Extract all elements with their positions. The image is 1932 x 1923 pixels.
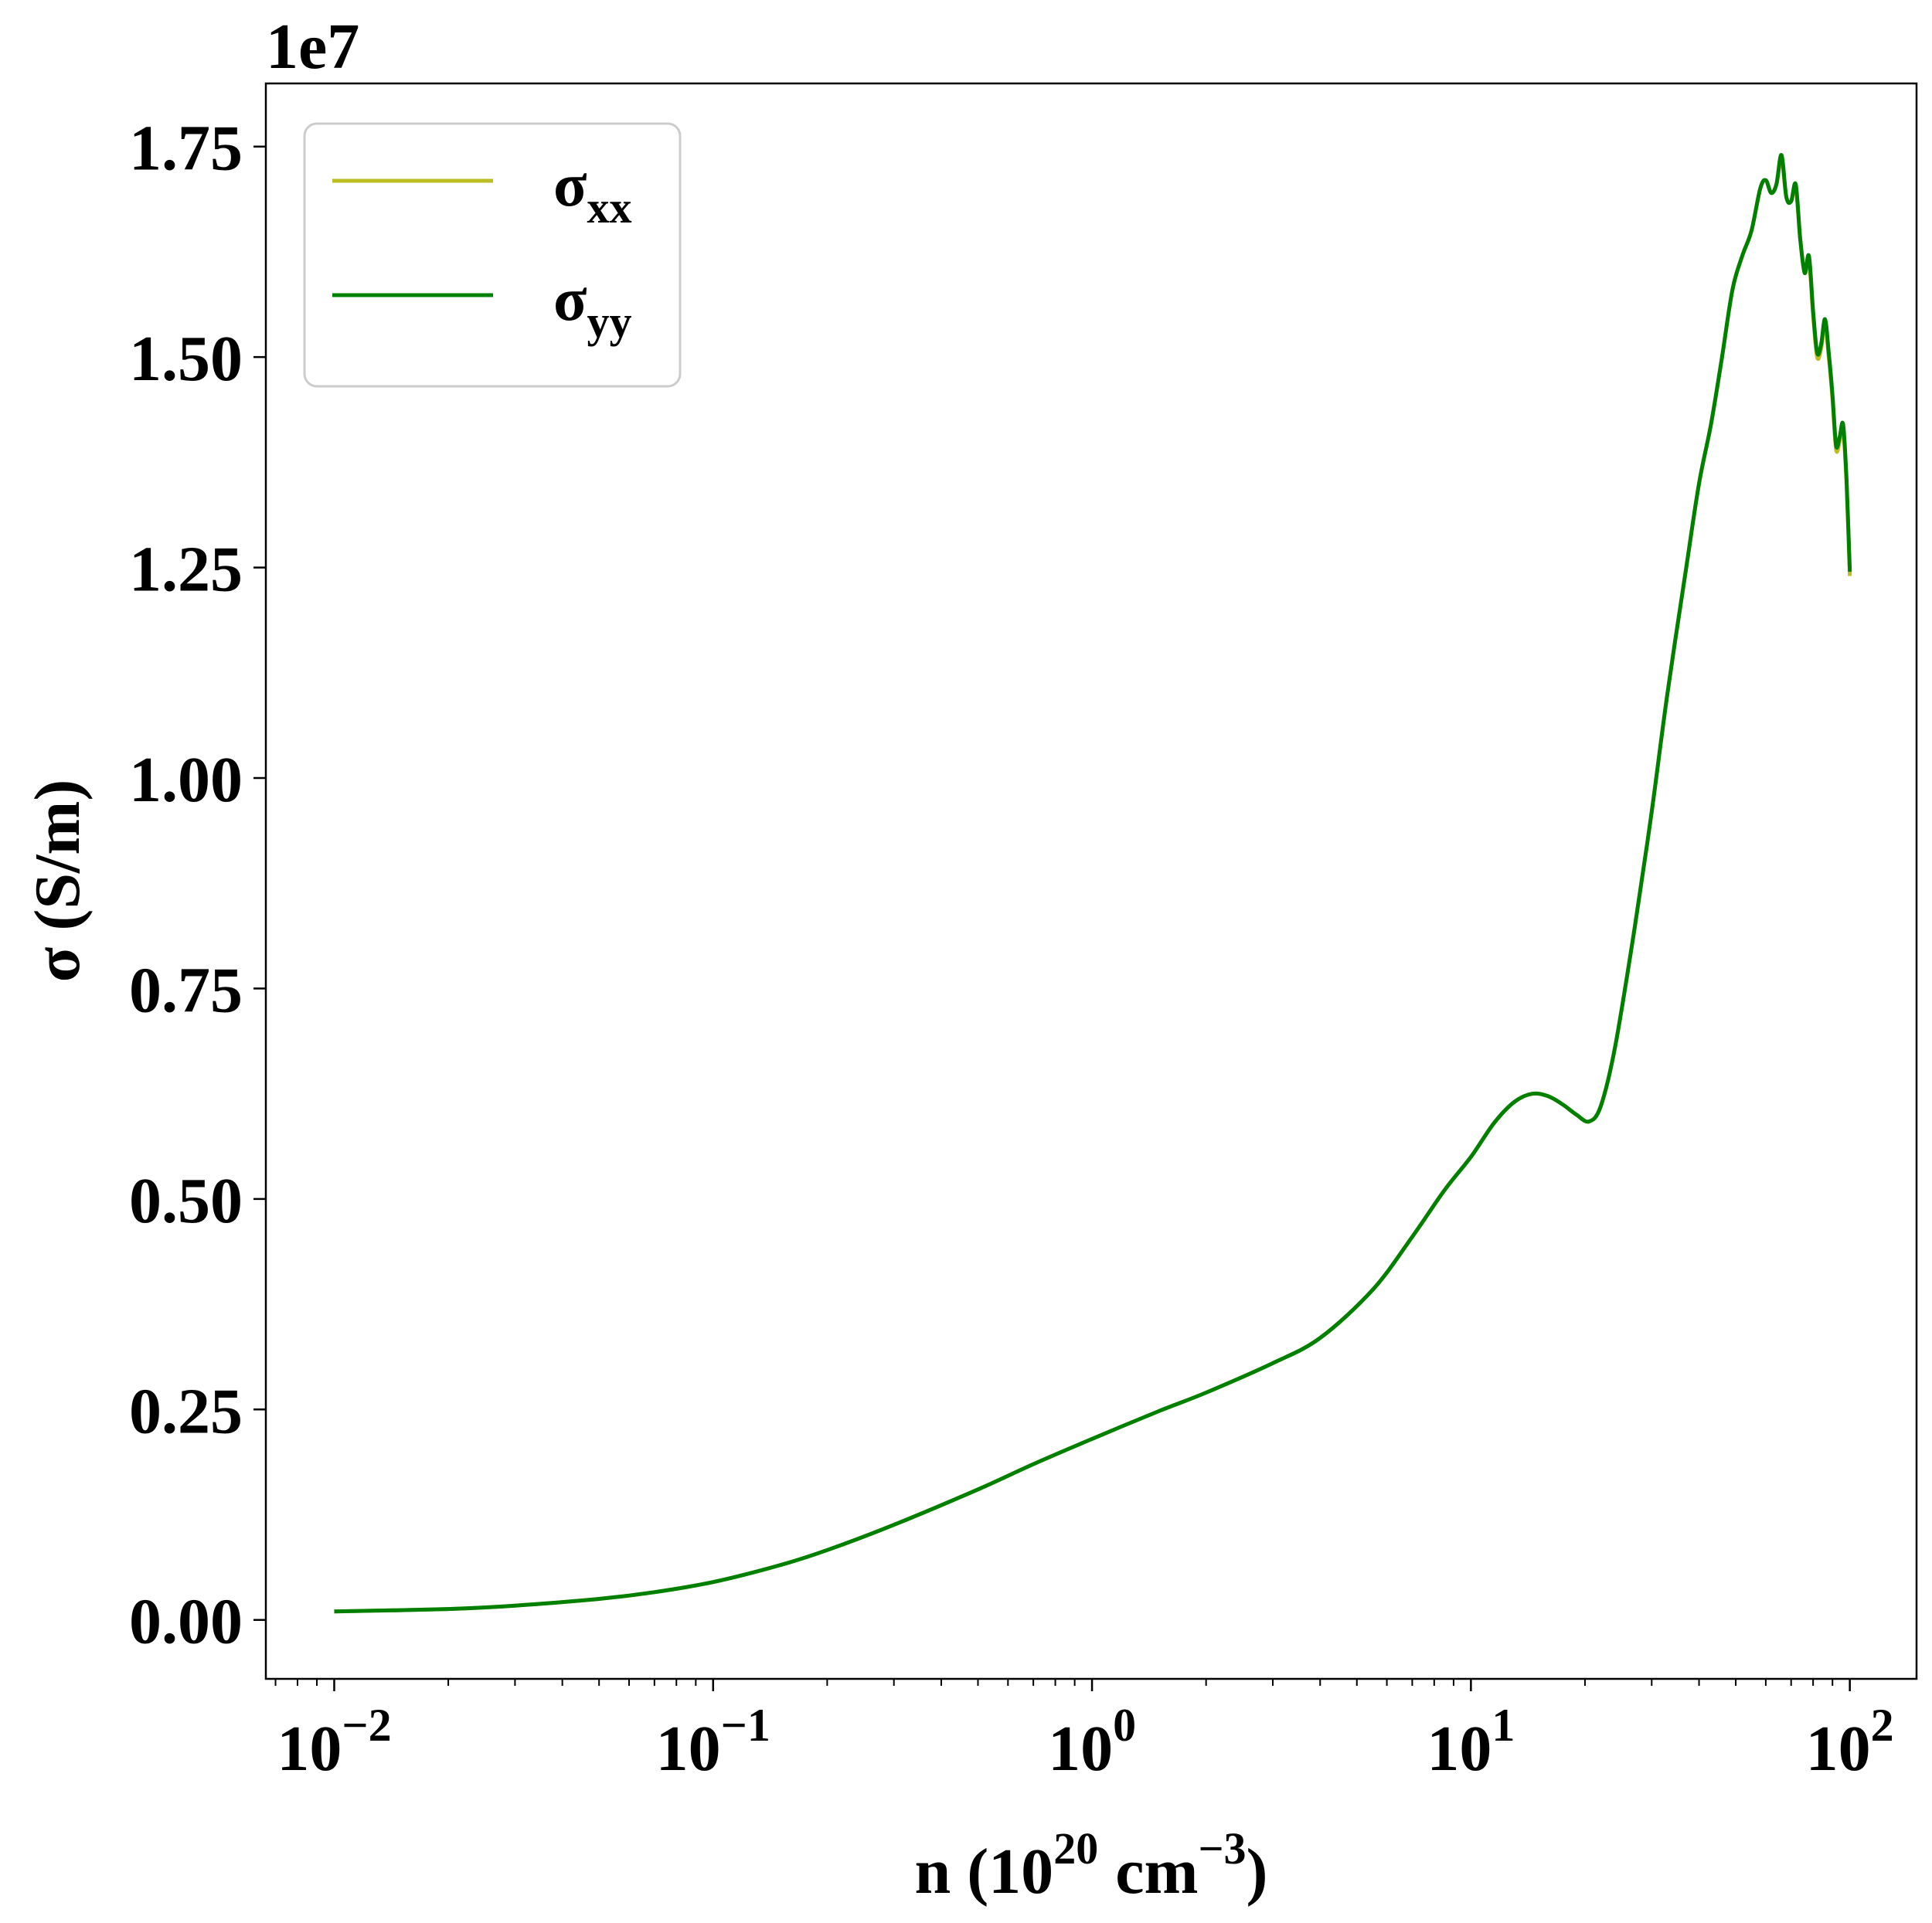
x-axis-label: n (1020 cm−3) [914,1823,1267,1908]
x-axis-label-close: ) [1247,1836,1268,1908]
y-axis: 0.00 0.25 0.50 0.75 1.00 1.25 1.50 1.75 [129,113,266,1658]
legend-label-sigma-yy-sub: yy [587,297,632,347]
y-tick-label: 1.50 [129,323,243,395]
x-tick-label-base: 10 [1806,1713,1871,1785]
x-tick-label-exp: −2 [342,1700,391,1751]
x-axis: 10−2 10−1 100 101 102 [277,1679,1894,1785]
series-line-sigma-yy [334,153,1852,1614]
x-tick-label-base: 10 [1427,1713,1492,1785]
x-tick-label: 101 [1427,1700,1515,1785]
legend-label-sigma-yy: σyy [553,266,632,347]
legend-frame [303,122,682,388]
x-tick-label-base: 10 [1048,1713,1113,1785]
x-axis-label-main: n (10 [914,1836,1053,1908]
legend-label-sigma-xx: σxx [553,151,632,233]
x-tick-label-base: 10 [277,1713,342,1785]
y-tick-label: 1.00 [129,744,243,816]
x-minor-ticks [274,1679,1834,1686]
x-tick-label-exp: 1 [1492,1700,1515,1751]
legend-label-sigma-yy-name: σ [553,266,587,334]
x-tick-label-exp: −1 [721,1700,770,1751]
x-tick-label-exp: 2 [1871,1700,1894,1751]
legend: σxx σyy [303,122,682,388]
y-tick-label: 0.00 [129,1586,243,1658]
y-tick-label: 0.50 [129,1165,243,1237]
x-tick-label-exp: 0 [1113,1700,1136,1751]
x-axis-label-unit: cm [1115,1836,1198,1908]
y-offset-label: 1e7 [266,11,359,83]
legend-label-sigma-xx-sub: xx [587,182,632,233]
x-axis-label-exp: 20 [1053,1823,1098,1874]
legend-label-sigma-xx-name: σ [553,151,587,219]
x-tick-label: 10−1 [656,1700,770,1785]
y-axis-label: σ (S/m) [22,780,94,983]
series-lines [334,153,1852,1614]
y-tick-label: 1.75 [129,113,243,185]
x-tick-label: 102 [1806,1700,1894,1785]
x-axis-label-unit-exp: −3 [1198,1823,1246,1874]
x-tick-label: 10−2 [277,1700,391,1785]
x-tick-label-base: 10 [656,1713,721,1785]
y-tick-label: 0.75 [129,954,243,1026]
y-tick-label: 1.25 [129,534,243,606]
x-tick-label: 100 [1048,1700,1136,1785]
y-tick-label: 0.25 [129,1375,243,1447]
